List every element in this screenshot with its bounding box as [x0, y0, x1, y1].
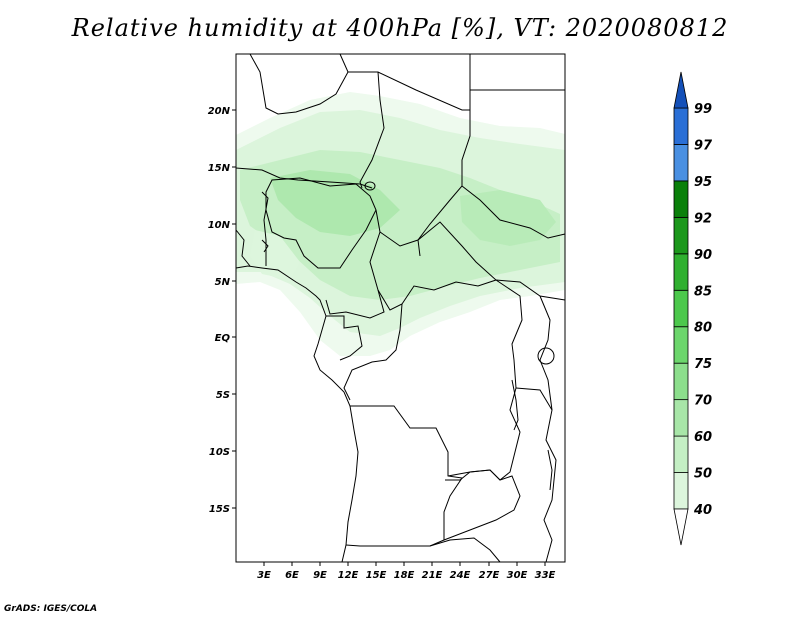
border-tanzania — [515, 387, 553, 411]
border-cameroon — [325, 209, 385, 319]
lat-label: 10S — [209, 447, 230, 458]
colorbar-segment — [673, 107, 689, 145]
lon-label: 21E — [422, 570, 443, 581]
lat-label: 5N — [215, 277, 231, 288]
border-car — [377, 221, 497, 311]
lon-label: 18E — [394, 570, 415, 581]
border-angola — [345, 405, 463, 547]
border-congo — [343, 303, 403, 401]
border-niger-chad — [359, 71, 385, 189]
lon-label: 9E — [313, 570, 327, 581]
lon-label: 30E — [507, 570, 528, 581]
colorbar-segment — [673, 362, 689, 401]
lon-label: 12E — [338, 570, 359, 581]
border-south-sudan — [495, 279, 566, 301]
coastline-west-africa — [235, 265, 359, 563]
colorbar-segment — [673, 435, 689, 473]
credit-label: GrADS: IGES/COLA — [4, 604, 98, 614]
lat-label: EQ — [215, 333, 231, 344]
lat-label: 15S — [209, 504, 230, 515]
colorbar-end-low — [673, 508, 689, 546]
shade-band-light-south — [250, 230, 300, 280]
lon-label: 15E — [366, 570, 387, 581]
colorbar-segment — [673, 289, 689, 328]
plot-frame — [235, 53, 566, 563]
lon-label: 3E — [257, 570, 271, 581]
colorbar-level-label: 97 — [694, 138, 713, 153]
border-west-small — [235, 229, 251, 267]
colorbar-segment — [673, 180, 689, 218]
lon-label: 33E — [535, 570, 556, 581]
colorbar-end-high — [673, 71, 689, 109]
colorbar-level-label: 75 — [694, 357, 712, 372]
lon-labels: 3E 6E 9E 12E 15E 18E 21E 24E 27E 30E 33E — [257, 570, 555, 581]
border-mali-niger — [235, 167, 373, 189]
lake-tanganyika — [511, 379, 519, 431]
lake-volta — [261, 239, 269, 253]
border-algeria-niger — [236, 53, 349, 115]
border-nigeria — [265, 177, 377, 269]
lat-labels: 20N 15N 10N 5N EQ 5S 10S 15S — [208, 106, 231, 515]
border-sudan-south — [461, 185, 566, 239]
colorbar-segment — [673, 326, 689, 364]
lat-label: 20N — [208, 106, 231, 117]
colorbar-level-label: 40 — [693, 503, 712, 518]
colorbar — [673, 71, 689, 546]
lake-victoria — [537, 347, 555, 365]
colorbar-level-label: 92 — [694, 211, 712, 226]
lake-chad — [364, 181, 376, 191]
colorbar-level-label: 80 — [694, 321, 712, 336]
border-east-africa — [539, 295, 557, 563]
colorbar-level-label: 70 — [694, 394, 712, 409]
colorbar-segment — [673, 472, 689, 510]
lon-label: 24E — [450, 570, 471, 581]
colorbar-level-label: 60 — [694, 430, 712, 445]
lat-label: 10N — [208, 220, 231, 231]
border-chad-sudan — [417, 110, 471, 257]
colorbar-level-label: 85 — [694, 284, 712, 299]
lat-axis — [232, 109, 236, 509]
borders — [235, 53, 566, 563]
colorbar-segment — [673, 399, 689, 437]
map-title: Relative humidity at 400hPa [%], VT: 202… — [71, 14, 729, 42]
colorbar-segment — [673, 253, 689, 291]
colorbar-level-label: 90 — [694, 248, 712, 263]
colorbar-level-label: 95 — [694, 175, 712, 190]
lake-malawi — [547, 449, 553, 491]
colorbar-labels: 40 50 60 70 75 80 85 90 92 95 97 99 — [693, 102, 713, 518]
colorbar-level-label: 99 — [694, 102, 712, 117]
lon-axis — [263, 562, 546, 566]
lat-label: 15N — [208, 163, 231, 174]
colorbar-level-label: 50 — [694, 467, 712, 482]
border-namibia — [429, 537, 501, 563]
lat-label: 5S — [216, 390, 230, 401]
colorbar-segment — [673, 216, 689, 255]
colorbar-segment — [673, 144, 689, 182]
lon-label: 27E — [479, 570, 500, 581]
humidity-shading — [236, 92, 565, 356]
lon-label: 6E — [285, 570, 299, 581]
border-zambia — [443, 469, 521, 541]
border-gabon — [326, 315, 363, 361]
